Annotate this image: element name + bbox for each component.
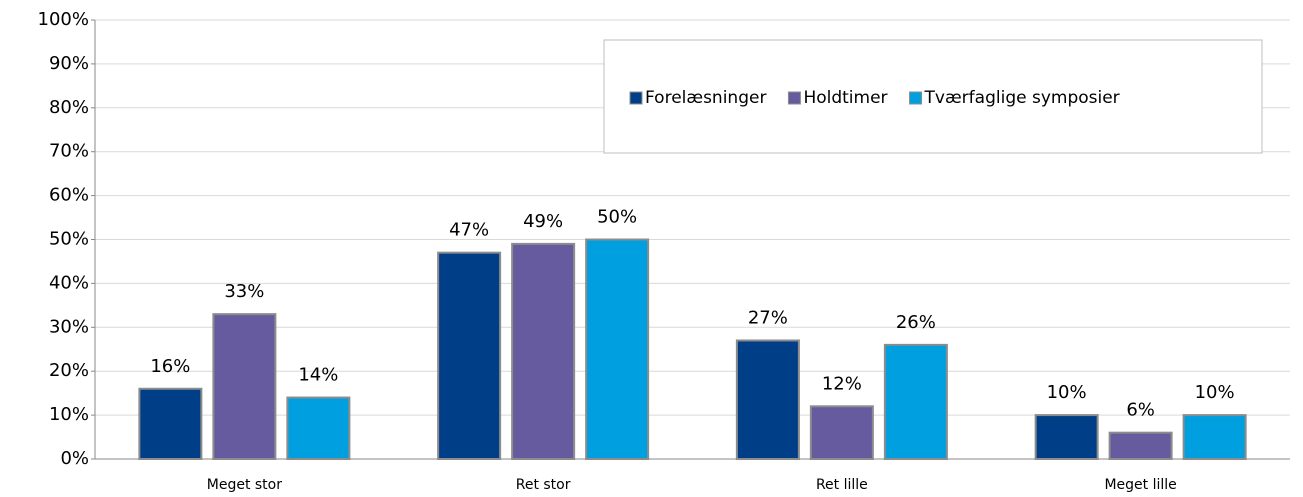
- y-tick-label: 10%: [49, 404, 89, 425]
- y-tick-label: 50%: [49, 229, 89, 250]
- value-label: 27%: [748, 307, 788, 328]
- legend-swatch: [909, 91, 923, 105]
- x-tick-label: Meget stor: [207, 477, 282, 493]
- bar: [735, 339, 800, 460]
- bar: [809, 405, 874, 461]
- value-label: 33%: [224, 281, 264, 302]
- bar: [1182, 414, 1247, 461]
- value-label: 16%: [150, 356, 190, 377]
- bar: [585, 238, 650, 460]
- bar: [138, 387, 203, 461]
- legend-box: [603, 39, 1263, 154]
- bar: [1034, 414, 1099, 461]
- value-label: 50%: [597, 207, 637, 228]
- y-tick-label: 70%: [49, 141, 89, 162]
- x-tick-label: Meget lille: [1104, 477, 1176, 493]
- y-tick-label: 60%: [49, 185, 89, 206]
- bar: [511, 242, 576, 460]
- y-tick-label: 30%: [49, 316, 89, 337]
- bar: [1108, 431, 1173, 461]
- y-tick-label: 100%: [38, 9, 89, 30]
- y-tick-label: 0%: [60, 448, 89, 469]
- legend-label: Holdtimer: [803, 88, 887, 108]
- x-tick-label: Ret stor: [516, 477, 571, 493]
- bar: [437, 251, 502, 460]
- bar: [286, 396, 351, 461]
- y-tick-label: 40%: [49, 272, 89, 293]
- bar: [883, 343, 948, 460]
- y-tick-label: 20%: [49, 360, 89, 381]
- legend-swatch: [629, 91, 643, 105]
- value-label: 47%: [449, 220, 489, 241]
- legend-label: Tværfaglige symposier: [924, 88, 1120, 108]
- value-label: 26%: [896, 312, 936, 333]
- bar: [212, 313, 277, 460]
- value-label: 10%: [1047, 382, 1087, 403]
- value-label: 10%: [1195, 382, 1235, 403]
- legend-swatch: [787, 91, 801, 105]
- value-label: 14%: [298, 365, 338, 386]
- value-label: 12%: [822, 373, 862, 394]
- x-tick-label: Ret lille: [816, 477, 868, 493]
- y-tick-label: 90%: [49, 53, 89, 74]
- y-tick-label: 80%: [49, 97, 89, 118]
- value-label: 6%: [1126, 400, 1155, 421]
- value-label: 49%: [523, 211, 563, 232]
- legend-label: Forelæsninger: [645, 88, 766, 108]
